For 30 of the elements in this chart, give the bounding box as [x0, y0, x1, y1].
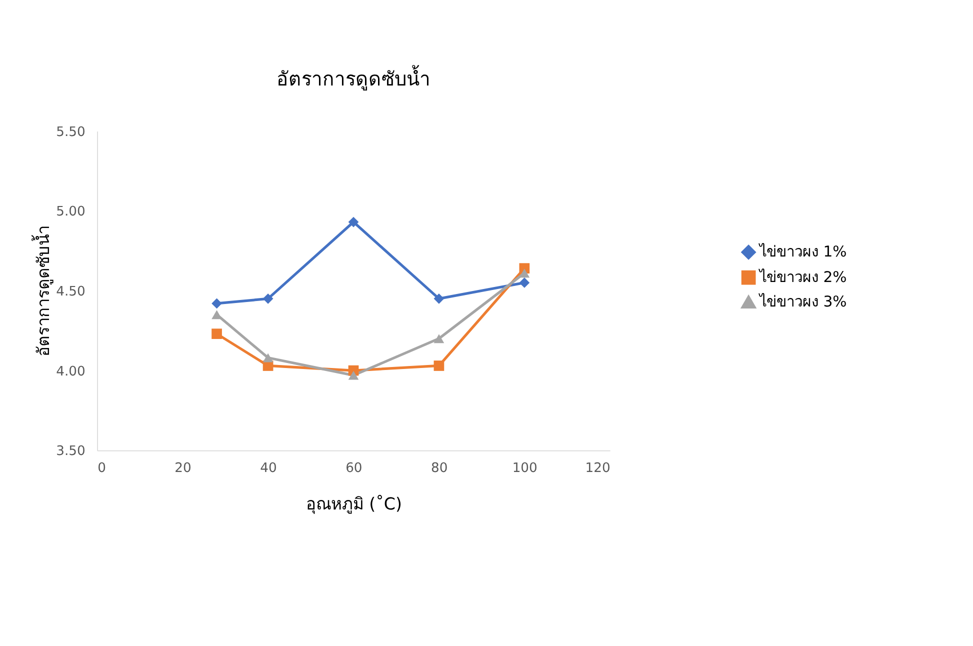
y-tick-label: 4.00	[56, 364, 86, 380]
point	[519, 278, 530, 288]
point	[262, 353, 274, 362]
x-tick-label: 60	[346, 460, 362, 476]
point	[434, 293, 444, 304]
legend-label: ไข่ขาวผง 2%	[758, 268, 847, 286]
y-tick-label: 3.50	[56, 444, 86, 460]
point	[212, 310, 222, 320]
chart-title: อัตราการดูดซับน้ำ	[276, 64, 430, 90]
y-tick-label: 5.00	[56, 204, 86, 220]
legend-label: ไข่ขาวผง 1%	[758, 242, 847, 261]
point	[212, 328, 222, 339]
x-tick-label: 80	[431, 460, 448, 476]
point	[434, 334, 444, 344]
x-tick-label: 100	[512, 460, 538, 476]
x-axis-title: อุณหภูมิ (˚C)	[306, 494, 402, 514]
point	[348, 216, 359, 228]
y-tick-label: 4.50	[56, 284, 86, 300]
x-tick-label: 0	[98, 460, 106, 476]
point	[262, 293, 274, 304]
point	[348, 370, 359, 380]
point	[212, 298, 222, 309]
x-tick-label: 120	[585, 460, 610, 476]
y-axis-title: อัตราการดูดซับน้ำ	[31, 226, 54, 357]
x-tick-label: 20	[174, 460, 192, 476]
x-tick-label: 40	[260, 460, 277, 476]
point	[434, 360, 444, 371]
y-tick-label: 5.50	[56, 124, 86, 140]
legend-label: ไข่ขาวผง 3%	[758, 292, 847, 310]
point	[519, 268, 530, 278]
